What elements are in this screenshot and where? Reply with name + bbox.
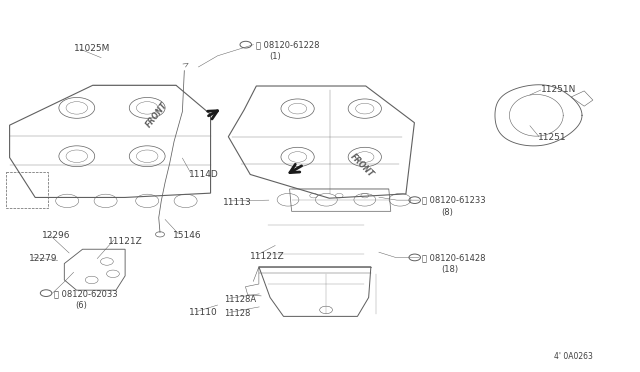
Text: (6): (6) [76,301,88,310]
Text: Ⓑ 08120-61233: Ⓑ 08120-61233 [422,196,486,205]
Text: 11251: 11251 [538,133,566,142]
Text: FRONT: FRONT [144,101,170,129]
Text: Ⓑ 08120-61228: Ⓑ 08120-61228 [256,40,319,49]
Text: 11113: 11113 [223,198,252,207]
Text: Ⓑ 08120-62033: Ⓑ 08120-62033 [54,289,118,298]
Text: Ⓑ 08120-61428: Ⓑ 08120-61428 [422,253,486,262]
Text: 12279: 12279 [29,254,58,263]
Text: 11251N: 11251N [541,85,576,94]
Text: 11121Z: 11121Z [250,252,284,261]
Text: 15146: 15146 [173,231,202,240]
Text: 1114D: 1114D [189,170,218,179]
Text: (1): (1) [269,52,280,61]
Text: (18): (18) [442,265,459,274]
Text: 11128: 11128 [224,309,250,318]
Text: 11128A: 11128A [224,295,256,304]
Text: 11110: 11110 [189,308,218,317]
Text: 11121Z: 11121Z [108,237,142,246]
Text: 11025M: 11025M [74,44,110,53]
Text: (8): (8) [442,208,454,217]
Text: 12296: 12296 [42,231,70,240]
Text: FRONT: FRONT [348,152,375,179]
Text: 4' 0A0263: 4' 0A0263 [554,352,593,361]
